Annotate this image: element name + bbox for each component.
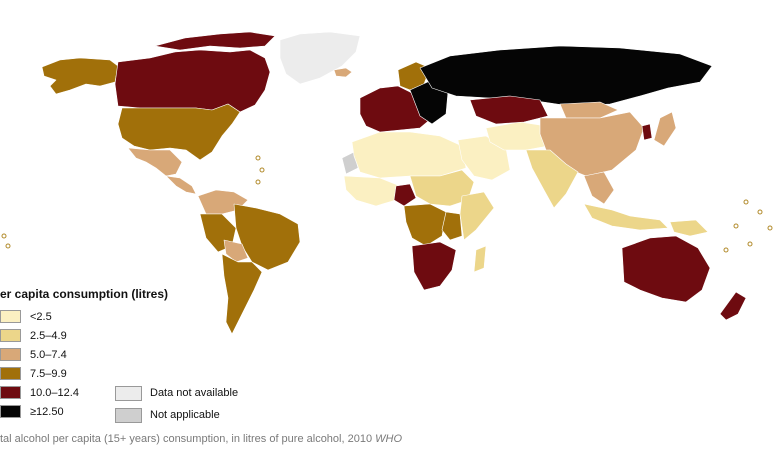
- caption-source: WHO: [375, 433, 403, 445]
- world-map: [1, 31, 773, 335]
- island-marker: [5, 243, 11, 249]
- legend-swatch: [0, 386, 21, 399]
- region-india: [525, 149, 579, 209]
- region-australia: [621, 235, 711, 303]
- region-iran-afghanistan: [485, 121, 549, 151]
- region-china: [539, 111, 645, 177]
- region-mexico: [127, 147, 183, 177]
- legend-label: 5.0–7.4: [30, 348, 67, 361]
- legend-item: <2.5: [0, 307, 79, 326]
- legend-item: 7.5–9.9: [0, 364, 79, 383]
- region-papua-new-guinea: [669, 219, 709, 237]
- legend-swatch: [0, 329, 21, 342]
- region-greenland: [279, 31, 361, 85]
- legend-item: 5.0–7.4: [0, 345, 79, 364]
- region-kazakhstan: [469, 95, 549, 125]
- legend-swatch: [115, 407, 142, 423]
- region-west-africa: [343, 175, 401, 207]
- legend-label: Data not available: [150, 387, 239, 399]
- region-south-korea: [641, 123, 653, 141]
- island-marker: [723, 247, 729, 253]
- legend-swatch: [0, 348, 21, 361]
- legend-ranges: <2.5 2.5–4.9 5.0–7.4 7.5–9.9 10.0–12.4 ≥…: [0, 307, 79, 421]
- world-map-svg: [1, 31, 773, 335]
- region-canada: [114, 49, 271, 113]
- legend-label: 7.5–9.9: [30, 367, 67, 380]
- region-indonesia: [583, 203, 669, 231]
- region-united-states: [117, 103, 241, 161]
- region-argentina-chile: [221, 253, 263, 335]
- legend-item: Data not available: [115, 382, 238, 404]
- legend-title: er capita consumption (litres): [0, 287, 169, 301]
- caption-text: tal alcohol per capita (15+ years) consu…: [0, 433, 376, 445]
- island-marker: [1, 233, 7, 239]
- island-marker: [767, 225, 773, 231]
- region-madagascar: [473, 245, 487, 273]
- region-southeast-asia: [583, 171, 615, 205]
- legend-label: 2.5–4.9: [30, 329, 67, 342]
- region-southern-africa: [411, 241, 457, 291]
- island-marker: [255, 155, 261, 161]
- region-congo: [403, 203, 447, 247]
- region-canada-arctic: [154, 31, 276, 51]
- region-alaska: [41, 57, 119, 95]
- island-marker: [743, 199, 749, 205]
- legend-label: <2.5: [30, 310, 52, 323]
- legend-item: ≥12.50: [0, 402, 79, 421]
- legend-label: ≥12.50: [30, 405, 64, 418]
- legend-label: Not applicable: [150, 409, 220, 421]
- legend-swatch: [0, 310, 21, 323]
- region-north-africa: [351, 131, 467, 179]
- legend-swatch: [115, 385, 142, 401]
- island-marker: [255, 179, 261, 185]
- region-central-america: [165, 175, 197, 195]
- region-russia: [419, 45, 713, 107]
- island-marker: [733, 223, 739, 229]
- region-nigeria: [393, 183, 417, 207]
- legend-swatch: [0, 405, 21, 418]
- region-uganda: [441, 211, 463, 241]
- region-iceland: [333, 67, 353, 78]
- region-east-africa: [459, 191, 495, 241]
- region-bolivia: [223, 239, 249, 263]
- region-brazil: [233, 203, 301, 271]
- map-legend: er capita consumption (litres) <2.5 2.5–…: [0, 287, 330, 423]
- legend-label: 10.0–12.4: [30, 386, 79, 399]
- region-japan: [653, 111, 677, 147]
- region-mongolia: [559, 101, 619, 119]
- island-marker: [757, 209, 763, 215]
- map-caption: tal alcohol per capita (15+ years) consu…: [0, 433, 402, 445]
- region-new-zealand: [719, 291, 747, 321]
- legend-item: Not applicable: [115, 404, 238, 426]
- legend-swatch: [0, 367, 21, 380]
- legend-item: 2.5–4.9: [0, 326, 79, 345]
- pacific-islands: [1, 155, 773, 253]
- legend-special-categories: Data not available Not applicable: [115, 382, 238, 426]
- island-marker: [747, 241, 753, 247]
- island-marker: [259, 167, 265, 173]
- region-western-sahara: [341, 151, 359, 175]
- legend-item: 10.0–12.4: [0, 383, 79, 402]
